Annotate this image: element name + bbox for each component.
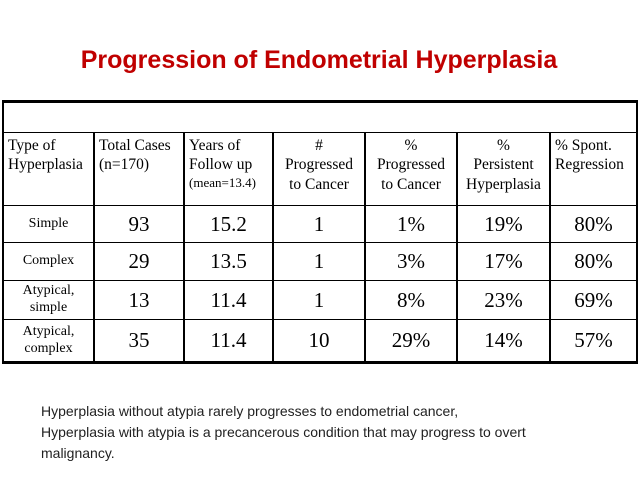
header-pct-persistent-hyperplasia: % Persistent Hyperplasia (456, 132, 551, 206)
header-type-of-hyperplasia: Type of Hyperplasia (2, 132, 95, 206)
cell-years-follow-up: 11.4 (183, 319, 274, 363)
table-row-simple: Simple 93 15.2 1 1% 19% 80% (2, 205, 638, 243)
header-total-cases: Total Cases (n=170) (93, 132, 185, 206)
cell-pct-persistent: 17% (456, 242, 551, 281)
header-num-progressed-to-cancer: # Progressed to Cancer (272, 132, 366, 206)
cell-total-cases: 13 (93, 280, 185, 320)
hyperplasia-progression-table: Type of Hyperplasia Total Cases (n=170) … (1, 100, 638, 364)
cell-pct-regression: 57% (548, 319, 638, 363)
row-label: Complex (2, 242, 95, 281)
cell-pct-regression: 80% (548, 242, 638, 281)
table-header-row: Type of Hyperplasia Total Cases (n=170) … (2, 132, 638, 206)
cell-pct-persistent: 14% (456, 319, 551, 363)
cell-num-progressed: 1 (272, 280, 366, 320)
cell-pct-progressed: 8% (364, 280, 458, 320)
cell-num-progressed: 1 (272, 205, 366, 243)
header-pct-progressed-to-cancer: % Progressed to Cancer (364, 132, 458, 206)
cell-pct-persistent: 19% (456, 205, 551, 243)
page-title: Progression of Endometrial Hyperplasia (80, 46, 558, 74)
table-spacer-row (1, 101, 638, 133)
table-row-complex: Complex 29 13.5 1 3% 17% 80% (2, 242, 638, 281)
cell-total-cases: 93 (93, 205, 185, 243)
cell-pct-persistent: 23% (456, 280, 551, 320)
cell-pct-regression: 80% (548, 205, 638, 243)
cell-years-follow-up: 13.5 (183, 242, 274, 281)
header-years-follow-up-main: Years of Follow up (189, 137, 253, 174)
cell-total-cases: 35 (93, 319, 185, 363)
cell-num-progressed: 10 (272, 319, 366, 363)
cell-pct-progressed: 1% (364, 205, 458, 243)
row-label: Atypical, complex (2, 319, 95, 363)
cell-years-follow-up: 15.2 (183, 205, 274, 243)
table-row-atypical-complex: Atypical, complex 35 11.4 10 29% 14% 57% (2, 319, 638, 363)
header-pct-spont-regression: % Spont. Regression (548, 132, 638, 206)
header-years-follow-up: Years of Follow up (mean=13.4) (183, 132, 274, 206)
cell-years-follow-up: 11.4 (183, 280, 274, 320)
cell-pct-regression: 69% (548, 280, 638, 320)
row-label: Simple (2, 205, 95, 243)
cell-total-cases: 29 (93, 242, 185, 281)
header-years-follow-up-sub: (mean=13.4) (189, 174, 256, 190)
cell-pct-progressed: 3% (364, 242, 458, 281)
row-label: Atypical, simple (2, 280, 95, 320)
cell-num-progressed: 1 (272, 242, 366, 281)
table-row-atypical-simple: Atypical, simple 13 11.4 1 8% 23% 69% (2, 280, 638, 320)
cell-pct-progressed: 29% (364, 319, 458, 363)
spacer-cell (1, 101, 638, 133)
footnote-text: Hyperplasia without atypia rarely progre… (41, 403, 526, 461)
